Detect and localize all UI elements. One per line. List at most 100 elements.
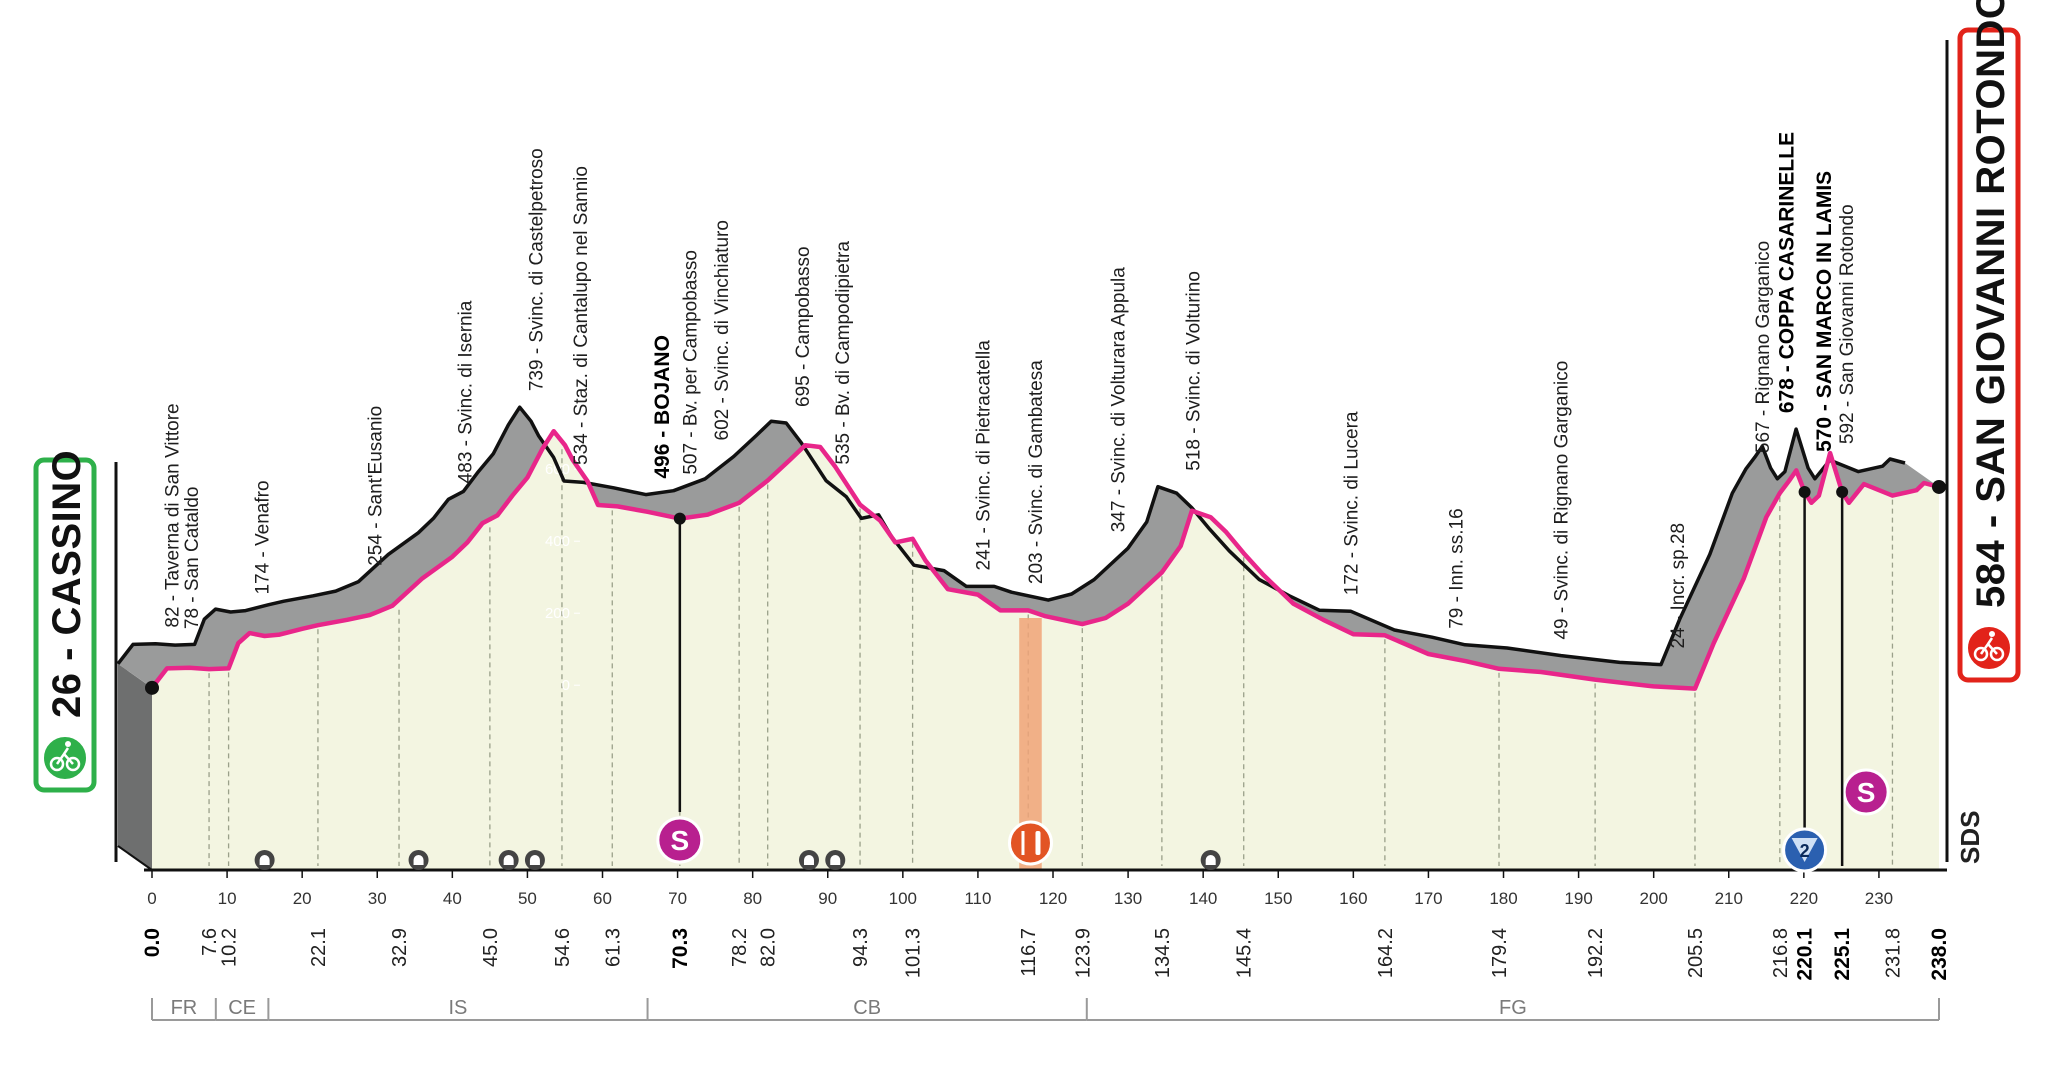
region-label: CB <box>853 997 881 1019</box>
tunnel-icon-arch <box>830 855 841 865</box>
region-label: FR <box>171 997 198 1019</box>
start-label-box <box>33 457 97 793</box>
waypoint-label: 518 - Svinc. di Volturino <box>1184 271 1205 471</box>
km-label: 61.3 <box>602 928 624 967</box>
tunnel-icon-arch <box>529 855 540 865</box>
x-axis-tick-label: 160 <box>1339 889 1367 908</box>
km-label: 164.2 <box>1375 928 1397 978</box>
km-label: 0.0 <box>141 928 164 957</box>
x-axis-tick-label: 80 <box>743 889 762 908</box>
finish-bike-wheel <box>1973 646 1989 662</box>
x-axis-tick-label: 0 <box>147 889 156 908</box>
x-axis-tick-label: 200 <box>1639 889 1667 908</box>
x-axis-tick-label: 210 <box>1715 889 1743 908</box>
x-axis-tick-label: 70 <box>668 889 687 908</box>
waypoint-label: 567 - Rignano Garganico <box>1753 241 1774 453</box>
km-label: 10.2 <box>219 928 241 967</box>
waypoint-label: 24 - Incr. sp.28 <box>1668 523 1689 649</box>
x-axis-tick-label: 170 <box>1414 889 1442 908</box>
finish-city-label: 584 - SAN GIOVANNI ROTONDO <box>1969 0 2013 608</box>
finish-bike-rider <box>1989 631 1995 637</box>
sprint-icon-label: S <box>1857 777 1876 808</box>
x-axis-tick-label: 40 <box>443 889 462 908</box>
altitude-tick-label: 200 <box>545 605 570 622</box>
brand-logo: SDS <box>1955 811 1985 864</box>
km-label: 22.1 <box>308 928 330 967</box>
start-bike-rider <box>65 741 71 747</box>
waypoint-label: 602 - Svinc. di Vinchiaturo <box>712 220 733 440</box>
finish-label-box <box>1957 27 2021 683</box>
waypoint-label: 254 - Sant'Eusanio <box>365 406 386 566</box>
kom-icon-label: 2 <box>1800 841 1810 861</box>
km-label: 192.2 <box>1585 928 1607 978</box>
profile-face <box>152 431 1939 870</box>
x-axis-tick-label: 180 <box>1489 889 1517 908</box>
km-label: 101.3 <box>903 928 925 978</box>
km-label: 205.5 <box>1685 928 1707 978</box>
waypoint-label: 241 - Svinc. di Pietracatella <box>973 340 994 571</box>
waypoint-label: 79 - Inn. ss.16 <box>1446 508 1467 628</box>
tunnel-icon-arch <box>503 855 514 865</box>
altitude-tick-label: 0 <box>562 677 570 694</box>
waypoint-label: 78 - San Cataldo <box>182 487 203 630</box>
x-axis-tick-label: 100 <box>889 889 917 908</box>
start-bike-frame <box>55 747 74 765</box>
climb-point <box>1836 486 1849 498</box>
profile-back-edge <box>116 405 1906 667</box>
waypoint-label: 174 - Venafro <box>253 480 274 594</box>
waypoint-label: 535 - Bv. di Campodipietra <box>833 241 854 465</box>
tunnel-icon-arch <box>413 855 424 865</box>
sprint-icon <box>1842 768 1890 816</box>
waypoint-label: 496 - BOJANO <box>651 335 674 479</box>
start-point <box>145 680 159 695</box>
km-label: 7.6 <box>199 928 221 956</box>
x-axis-tick-label: 130 <box>1114 889 1142 908</box>
km-label: 179.4 <box>1489 928 1511 978</box>
waypoint-label: 483 - Svinc. di Isernia <box>455 300 476 483</box>
waypoint-label: 592 - San Giovanni Rotondo <box>1837 204 1858 444</box>
km-label: 225.1 <box>1831 928 1854 981</box>
tunnel-icon-arch <box>803 855 814 865</box>
finish-bike-frame <box>1979 637 1998 655</box>
x-axis-tick-label: 20 <box>293 889 312 908</box>
start-city-label: 26 - CASSINO <box>45 450 89 718</box>
finish-bike-wheel <box>1989 646 2005 662</box>
x-axis-tick-label: 60 <box>593 889 612 908</box>
waypoint-label: 82 - Taverna di San Vittore <box>163 403 184 627</box>
km-label: 216.8 <box>1770 928 1792 978</box>
region-label: FG <box>1499 997 1527 1019</box>
profile-road-ribbon <box>150 428 1940 691</box>
altitude-tick-label: 400 <box>545 533 570 550</box>
waypoint-label: 507 - Bv. per Campobasso <box>681 250 702 475</box>
start-bike-wheel <box>65 756 81 772</box>
waypoint-label: 695 - Campobasso <box>793 246 814 407</box>
region-label: CE <box>228 997 256 1019</box>
start-bike-icon <box>42 735 88 781</box>
x-axis-tick-label: 120 <box>1039 889 1067 908</box>
km-label: 45.0 <box>480 928 502 967</box>
finish-bike-icon <box>1966 625 2012 671</box>
km-label: 94.3 <box>850 928 872 967</box>
km-label: 231.8 <box>1882 928 1904 978</box>
kom-point <box>1798 486 1811 498</box>
km-label: 82.0 <box>758 928 780 967</box>
km-label: 145.4 <box>1234 928 1256 978</box>
feed-zone-band <box>1019 618 1042 870</box>
x-axis-tick-label: 150 <box>1264 889 1292 908</box>
km-label: 134.5 <box>1152 928 1174 978</box>
x-axis-tick-label: 10 <box>218 889 237 908</box>
sprint-icon-label: S <box>670 825 689 856</box>
feed-zone-icon-fork <box>1021 831 1025 855</box>
km-label: 54.6 <box>552 928 574 967</box>
km-label: 123.9 <box>1072 928 1094 978</box>
km-label: 220.1 <box>1794 928 1817 981</box>
x-axis-tick-label: 30 <box>368 889 387 908</box>
km-label: 70.3 <box>669 928 692 969</box>
tunnel-icon-arch <box>1205 855 1216 865</box>
waypoint-label: 678 - COPPA CASARINELLE <box>1776 132 1799 413</box>
sprint-point <box>673 512 686 525</box>
waypoint-label: 203 - Svinc. di Gambatesa <box>1026 360 1047 584</box>
waypoint-label: 347 - Svinc. di Volturara Appula <box>1109 267 1130 533</box>
